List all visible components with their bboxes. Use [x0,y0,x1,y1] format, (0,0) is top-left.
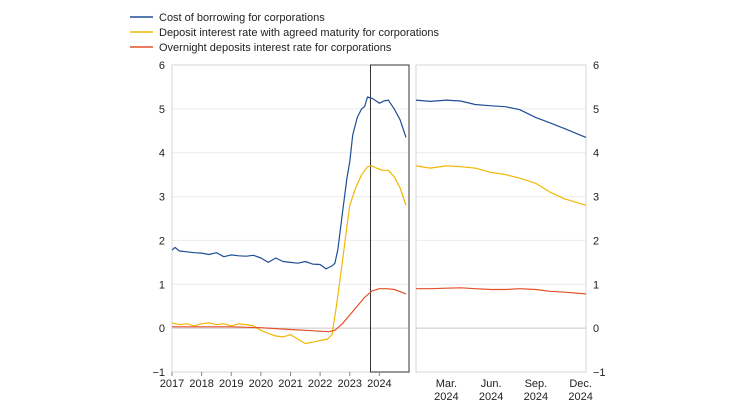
y-tick-label: 0 [593,323,599,335]
y-tick-label: 5 [159,104,165,116]
x-tick-label: 2024 [568,391,592,403]
y-tick-label: 6 [593,60,599,72]
y-tick-label: 4 [159,148,165,160]
series-line [171,96,407,270]
x-tick-label: Jun. [481,378,502,390]
series-line [415,99,587,138]
highlight-box [369,64,410,373]
legend: Cost of borrowing for corporations Deposi… [130,12,440,54]
panel-frame [171,64,410,373]
legend-label: Deposit interest rate with agreed maturi… [159,27,440,39]
x-tick-label: 2024 [479,391,503,403]
y-tick-label: 5 [593,104,599,116]
series-line [172,288,407,333]
x-tick-label: 2019 [219,378,243,390]
legend-label: Cost of borrowing for corporations [159,12,325,24]
y-tick-label: −1 [593,367,606,379]
x-tick-label: 2024 [367,378,391,390]
x-tick-label: 2024 [434,391,458,403]
y-tick-label: −1 [152,367,165,379]
series-line [171,165,407,345]
y-tick-label: 1 [159,279,165,291]
y-tick-label: 6 [159,60,165,72]
x-tick-label: 2024 [524,391,548,403]
x-tick-label: 2022 [308,378,332,390]
x-tick-label: Dec. [569,378,592,390]
series-line [415,165,587,206]
y-tick-label: 4 [593,148,599,160]
panel-frame [415,64,587,373]
x-tick-label: 2023 [338,378,362,390]
series-line [416,287,587,295]
y-tick-label: 3 [159,192,165,204]
left-panel: −1 0 1 2 3 4 5 6 2017 2018 2019 2020 2021 2022 2023 202… [152,60,410,390]
x-tick-label: 2021 [278,378,302,390]
y-tick-label: 2 [159,235,165,247]
x-tick-label: 2018 [189,378,213,390]
legend-label: Overnight deposits interest rate for cor… [159,42,392,54]
x-tick-label: Sep. [525,378,548,390]
y-tick-label: 3 [593,192,599,204]
right-panel: −10123456Mar.2024Jun.2024Sep.2024Dec.202… [415,60,606,403]
x-tick-label: 2017 [160,378,184,390]
y-tick-label: 1 [593,279,599,291]
y-tick-label: 0 [159,323,165,335]
y-tick-label: 2 [593,235,599,247]
x-tick-label: Mar. [436,378,457,390]
x-tick-label: 2020 [249,378,273,390]
